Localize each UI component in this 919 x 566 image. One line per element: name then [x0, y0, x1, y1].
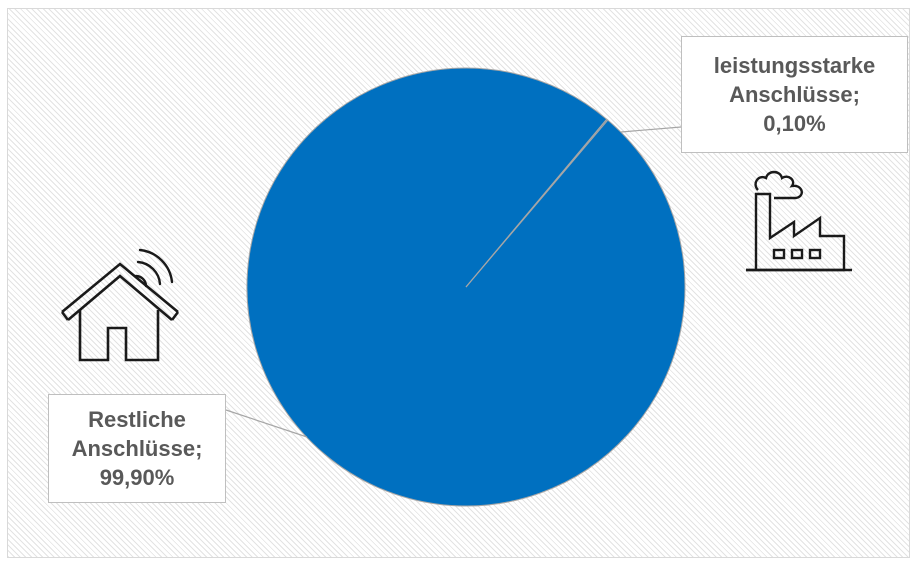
leader-line-industrial — [620, 126, 682, 133]
data-label-residential: Restliche Anschlüsse; 99,90% — [48, 394, 226, 503]
pie-slices — [246, 67, 686, 507]
data-label-residential-line3: 99,90% — [99, 465, 175, 490]
data-label-residential-line1: Restliche — [88, 407, 186, 432]
data-label-industrial-line3: 0,10% — [763, 111, 826, 136]
data-label-industrial: leistungsstarke Anschlüsse; 0,10% — [681, 36, 908, 153]
leader-line-residential — [225, 409, 308, 438]
slice-separator-line — [465, 118, 608, 288]
data-label-residential-line2: Anschlüsse; — [71, 436, 203, 461]
smart-home-icon — [60, 248, 180, 362]
data-label-industrial-line2: Anschlüsse; — [729, 82, 860, 107]
factory-icon — [746, 170, 852, 272]
data-label-industrial-line1: leistungsstarke — [713, 53, 876, 78]
